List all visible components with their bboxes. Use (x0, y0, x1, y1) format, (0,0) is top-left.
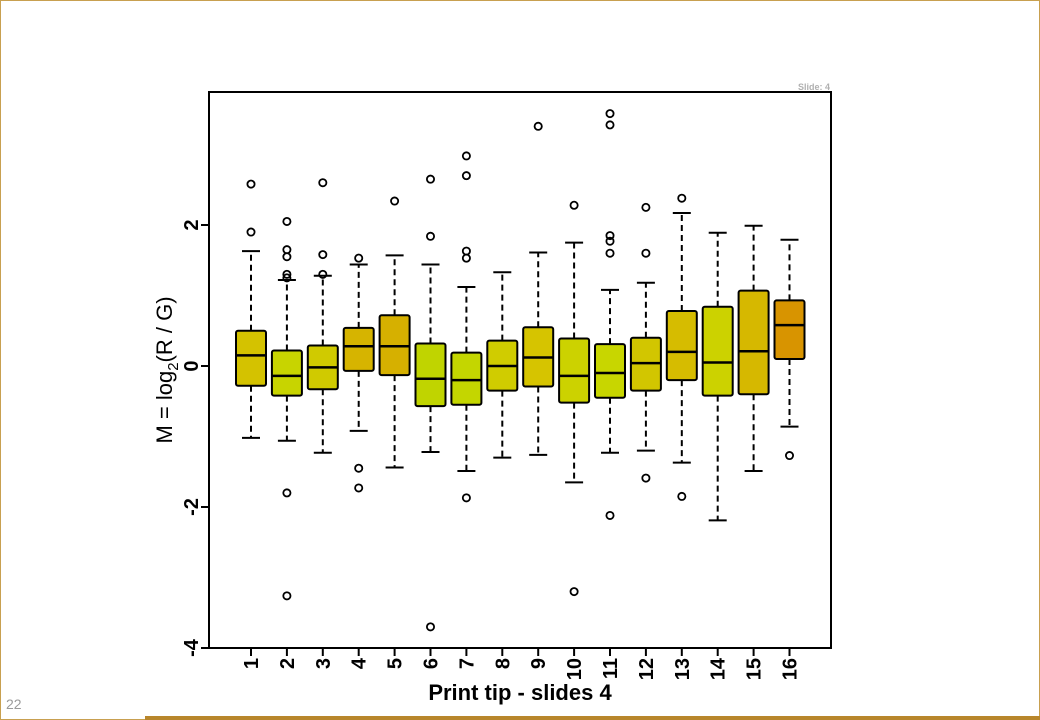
outlier-point (605, 109, 615, 119)
outlier-point (461, 246, 471, 256)
slide-number: 22 (6, 696, 22, 712)
outlier-point (533, 121, 543, 131)
outlier-point (425, 231, 435, 241)
x-tick-label: 13 (672, 658, 694, 680)
outlier-point (605, 120, 615, 130)
iqr-box (558, 337, 591, 404)
outlier-point (461, 493, 471, 503)
x-tick-label: 6 (421, 658, 443, 669)
box-10 (558, 200, 591, 597)
x-tick-label: 5 (385, 658, 407, 669)
outlier-point (282, 269, 292, 279)
x-tick-label: 12 (636, 658, 658, 680)
outlier-point (461, 151, 471, 161)
iqr-box (594, 343, 626, 399)
outlier-point (318, 250, 328, 260)
y-tick-label: -2 (181, 498, 203, 516)
y-tick-label: 2 (181, 219, 203, 230)
outlier-point (605, 510, 615, 520)
outlier-point (605, 248, 615, 258)
box-14 (701, 231, 734, 522)
iqr-box (737, 289, 770, 396)
iqr-box (270, 349, 303, 397)
y-tick-label: 0 (181, 360, 203, 371)
x-tick-label: 11 (600, 658, 622, 679)
outlier-point (354, 253, 364, 263)
x-tick-label: 10 (564, 658, 586, 680)
box-series (235, 109, 806, 632)
outlier-point (318, 269, 328, 279)
outlier-point (461, 253, 471, 263)
x-axis: 1 2 3 4 5 6 7 8 9 10 11 12 13 14 15 16 (241, 648, 802, 680)
iqr-box (414, 342, 447, 408)
slide-footer-bar (145, 716, 1040, 720)
x-tick-label: 7 (456, 658, 478, 669)
outlier-point (282, 591, 292, 601)
x-tick-label: 15 (744, 658, 766, 680)
iqr-box (773, 299, 806, 360)
x-tick-label: 14 (708, 657, 730, 680)
outlier-point (641, 248, 651, 258)
x-tick-label: 16 (780, 658, 802, 680)
y-axis-label-subscript: 2 (165, 362, 182, 370)
outlier-point (641, 473, 651, 483)
outlier-point (282, 488, 292, 498)
box-9 (522, 121, 555, 456)
outlier-point (605, 231, 615, 241)
y-axis: -4 -2 0 2 (181, 219, 209, 657)
box-16 (773, 238, 806, 461)
plot-frame (208, 91, 832, 649)
outlier-point (677, 193, 687, 203)
iqr-box (450, 351, 483, 406)
iqr-box (665, 310, 698, 382)
box-5 (378, 196, 411, 469)
x-tick-label: 8 (492, 658, 514, 669)
outlier-point (282, 252, 292, 262)
outlier-point (425, 622, 435, 632)
corner-tag: Slide: 4 (798, 82, 830, 92)
x-tick-label: 9 (528, 658, 550, 669)
outlier-point (461, 171, 471, 181)
box-8 (486, 271, 519, 459)
x-tick-label: 1 (241, 658, 263, 669)
outlier-point (354, 483, 364, 493)
iqr-box (235, 329, 267, 387)
x-tick-label: 2 (277, 658, 299, 669)
outlier-point (246, 227, 256, 237)
outlier-point (605, 236, 615, 246)
box-11 (594, 109, 626, 520)
outlier-point (318, 178, 328, 188)
outlier-point (282, 216, 292, 226)
outlier-point (390, 196, 400, 206)
box-3 (306, 178, 339, 454)
y-axis-label-suffix: (R / G) (152, 296, 177, 362)
iqr-box (342, 326, 375, 372)
y-axis-label-prefix: M = log (152, 371, 177, 444)
y-axis-label: M = log2(R / G) (152, 296, 182, 443)
x-tick-label: 3 (313, 658, 335, 669)
box-13 (665, 193, 698, 501)
box-6 (414, 174, 447, 632)
box-1 (235, 179, 267, 439)
outlier-point (569, 587, 579, 597)
box-15 (737, 224, 770, 473)
outlier-point (282, 245, 292, 255)
box-2 (270, 216, 303, 601)
iqr-box (701, 305, 734, 397)
outlier-point (785, 451, 795, 461)
outlier-point (425, 174, 435, 184)
outlier-point (354, 463, 364, 473)
box-12 (629, 202, 662, 483)
x-tick-label: 4 (349, 657, 371, 669)
outlier-point (569, 200, 579, 210)
box-4 (342, 253, 375, 493)
outlier-point (641, 202, 651, 212)
x-axis-label: Print tip - slides 4 (428, 680, 612, 705)
y-tick-label: -4 (181, 638, 203, 657)
outlier-point (246, 179, 256, 189)
outlier-point (677, 491, 687, 501)
box-7 (450, 151, 483, 503)
outlier-point (282, 273, 292, 283)
